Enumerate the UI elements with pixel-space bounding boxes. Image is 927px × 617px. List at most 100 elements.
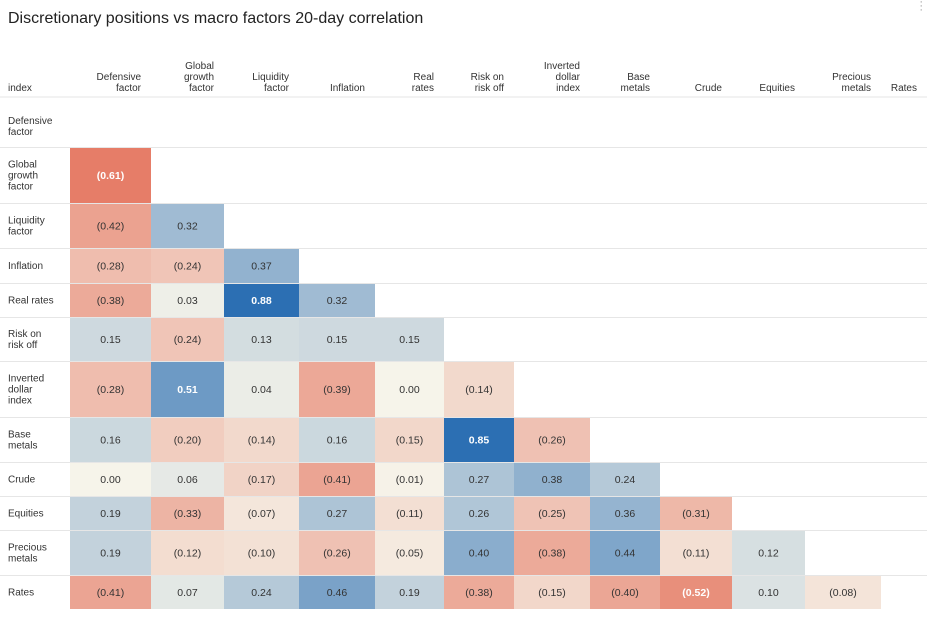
cell-value: (0.26): [323, 548, 350, 560]
cell-value: (0.24): [174, 261, 201, 273]
column-header: rates: [412, 83, 434, 94]
cell-value: 0.36: [615, 508, 636, 520]
cell-value: 0.13: [251, 334, 272, 346]
row-label: metals: [8, 554, 37, 565]
cell-value: 0.03: [177, 295, 198, 307]
cell-value: 0.19: [100, 508, 121, 520]
heatmap-cell: [224, 497, 299, 530]
column-header: Inverted: [544, 61, 580, 72]
cell-value: (0.26): [538, 435, 565, 447]
column-header: index: [556, 83, 580, 94]
cell-value: 0.10: [758, 587, 779, 599]
cell-value: 0.06: [177, 474, 198, 486]
heatmap-cell: [299, 318, 375, 361]
heatmap-cell: [299, 576, 375, 609]
cell-value: 0.07: [177, 587, 198, 599]
cell-value: (0.41): [323, 474, 350, 486]
cell-value: (0.31): [682, 508, 709, 520]
column-header: Defensive: [97, 72, 142, 83]
cell-value: 0.27: [327, 508, 348, 520]
cell-value: (0.42): [97, 221, 124, 233]
cell-value: (0.38): [465, 587, 492, 599]
cell-value: 0.26: [469, 508, 490, 520]
cell-value: 0.16: [327, 435, 348, 447]
cell-value: 0.32: [327, 295, 348, 307]
more-options-icon[interactable]: · · ·: [919, 0, 923, 16]
column-header: growth: [184, 72, 214, 83]
row-label: Real rates: [8, 296, 54, 307]
row-label: Global: [8, 160, 37, 171]
row-label: Liquidity: [8, 216, 45, 227]
cell-value: 0.37: [251, 261, 272, 273]
cell-value: (0.12): [174, 548, 201, 560]
heatmap-cell: [444, 418, 514, 462]
heatmap-cell: [151, 463, 224, 496]
row-label: Precious: [8, 543, 47, 554]
cell-value: (0.52): [682, 587, 709, 599]
cell-value: 0.27: [469, 474, 490, 486]
heatmap-cell: [590, 463, 660, 496]
cell-value: (0.28): [97, 261, 124, 273]
heatmap-cell: [70, 204, 151, 248]
row-label: Base: [8, 430, 31, 441]
heatmap-cell: [660, 531, 732, 575]
heatmap-cell: [70, 576, 151, 609]
heatmap-cell: [151, 249, 224, 283]
chart-title: Discretionary positions vs macro factors…: [8, 10, 424, 27]
heatmap-cell: [70, 318, 151, 361]
row-label: growth: [8, 171, 38, 182]
row-label: Defensive: [8, 116, 53, 127]
heatmap-cell: [299, 362, 375, 417]
row-label: Risk on: [8, 329, 41, 340]
heatmap-cell: [299, 284, 375, 317]
cell-value: 0.24: [251, 587, 272, 599]
cell-value: (0.61): [97, 170, 124, 182]
cell-value: 0.44: [615, 548, 636, 560]
heatmap-cell: [444, 362, 514, 417]
column-header: Real: [413, 72, 434, 83]
heatmap-cell: [444, 497, 514, 530]
heatmap-cell: [224, 576, 299, 609]
row-label: Inflation: [8, 261, 43, 272]
row-label: dollar: [8, 385, 33, 396]
cell-value: (0.20): [174, 435, 201, 447]
cell-value: 0.00: [100, 474, 121, 486]
cell-value: 0.24: [615, 474, 636, 486]
cell-value: 0.19: [100, 548, 121, 560]
heatmap-cell: [375, 463, 444, 496]
heatmap-cell: [151, 497, 224, 530]
cell-value: (0.05): [396, 548, 423, 560]
cell-value: 0.16: [100, 435, 121, 447]
heatmap-cell: [514, 497, 590, 530]
heatmap-cell: [151, 531, 224, 575]
heatmap-cell: [514, 418, 590, 462]
heatmap-cell: [660, 497, 732, 530]
heatmap-cell: [444, 531, 514, 575]
cell-value: (0.01): [396, 474, 423, 486]
heatmap-cell: [151, 284, 224, 317]
cell-value: 0.51: [177, 384, 198, 396]
column-header: Inflation: [330, 83, 365, 94]
heatmap-cell: [70, 531, 151, 575]
heatmap-cell: [590, 497, 660, 530]
heatmap-cell: [70, 418, 151, 462]
heatmap-cell: [151, 318, 224, 361]
heatmap-cell: [375, 497, 444, 530]
column-header: metals: [842, 83, 871, 94]
column-header: Risk on: [471, 72, 504, 83]
heatmap-cell: [299, 463, 375, 496]
heatmap-cell: [590, 531, 660, 575]
cell-value: (0.38): [538, 548, 565, 560]
cell-value: (0.40): [611, 587, 638, 599]
heatmap-cell: [151, 362, 224, 417]
row-label: factor: [8, 127, 34, 138]
cell-value: (0.41): [97, 587, 124, 599]
heatmap-cell: [444, 463, 514, 496]
heatmap-cell: [70, 362, 151, 417]
column-header: dollar: [556, 72, 581, 83]
heatmap-cell: [660, 576, 732, 609]
cell-value: (0.39): [323, 384, 350, 396]
cell-value: (0.14): [465, 384, 492, 396]
column-header: factor: [116, 83, 142, 94]
